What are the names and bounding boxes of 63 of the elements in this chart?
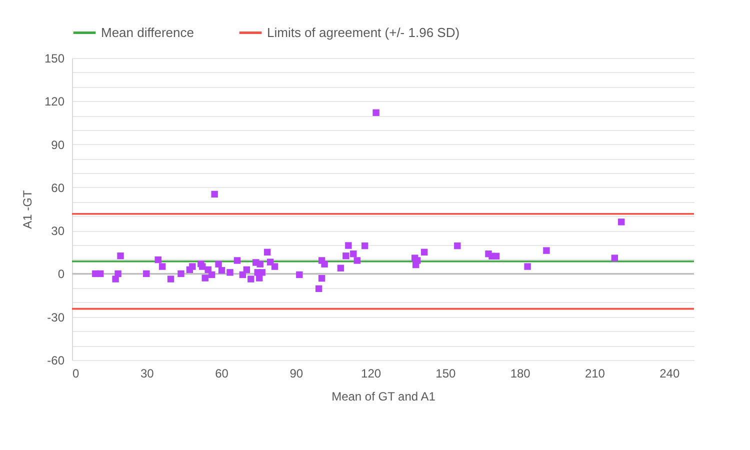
x-tick-label: 0 <box>72 366 80 380</box>
y-tick-label: 30 <box>51 224 65 238</box>
point <box>117 252 124 260</box>
point <box>218 267 226 274</box>
point <box>318 274 326 282</box>
point <box>361 242 368 250</box>
point <box>350 250 357 258</box>
x-tick-label: 240 <box>660 366 680 380</box>
point <box>112 276 119 282</box>
x-axis-title: Mean of GT and A1 <box>332 390 436 404</box>
point <box>211 190 218 198</box>
point <box>202 274 208 282</box>
y-tick-label: 120 <box>44 94 65 109</box>
point <box>158 263 166 270</box>
point <box>611 254 618 262</box>
point <box>167 276 174 282</box>
point <box>248 276 254 282</box>
point <box>454 242 461 250</box>
x-tick-label: 30 <box>140 366 154 380</box>
point <box>524 263 531 270</box>
point <box>208 271 216 278</box>
point <box>345 242 352 249</box>
y-tick-label: 150 <box>44 52 65 66</box>
point <box>492 252 500 260</box>
legend-label: Mean difference <box>101 24 194 40</box>
point <box>256 260 264 268</box>
point <box>321 260 328 268</box>
point <box>543 247 550 254</box>
point <box>204 266 212 274</box>
point <box>143 270 150 278</box>
point <box>97 270 104 278</box>
point <box>215 260 222 268</box>
point <box>342 252 350 260</box>
point <box>412 261 420 268</box>
point <box>256 274 263 282</box>
point <box>243 266 250 274</box>
x-tick-label: 120 <box>361 366 382 380</box>
point <box>271 263 278 270</box>
x-tick-label: 60 <box>215 366 229 380</box>
point <box>354 257 360 264</box>
point <box>189 263 196 270</box>
y-axis-title: A1 -GT <box>20 189 34 229</box>
point <box>315 285 322 292</box>
legend-label: Limits of agreement (+/- 1.96 SD) <box>267 24 460 40</box>
point <box>618 218 625 226</box>
point <box>226 269 234 276</box>
y-tick-label: 90 <box>51 138 65 152</box>
point <box>178 270 184 278</box>
point <box>372 109 380 116</box>
point <box>264 248 271 256</box>
point <box>296 271 303 278</box>
x-tick-label: 210 <box>584 366 606 380</box>
y-tick-label: 60 <box>51 180 65 195</box>
point <box>154 256 162 264</box>
y-tick-label: -30 <box>47 310 65 324</box>
x-tick-label: 180 <box>510 366 531 380</box>
point <box>234 257 241 264</box>
x-tick-label: 150 <box>436 366 456 380</box>
x-tick-label: 90 <box>290 366 304 380</box>
y-tick-label: 0 <box>58 267 65 282</box>
y-tick-label: -60 <box>47 354 65 368</box>
point <box>420 248 428 256</box>
point <box>337 264 344 272</box>
